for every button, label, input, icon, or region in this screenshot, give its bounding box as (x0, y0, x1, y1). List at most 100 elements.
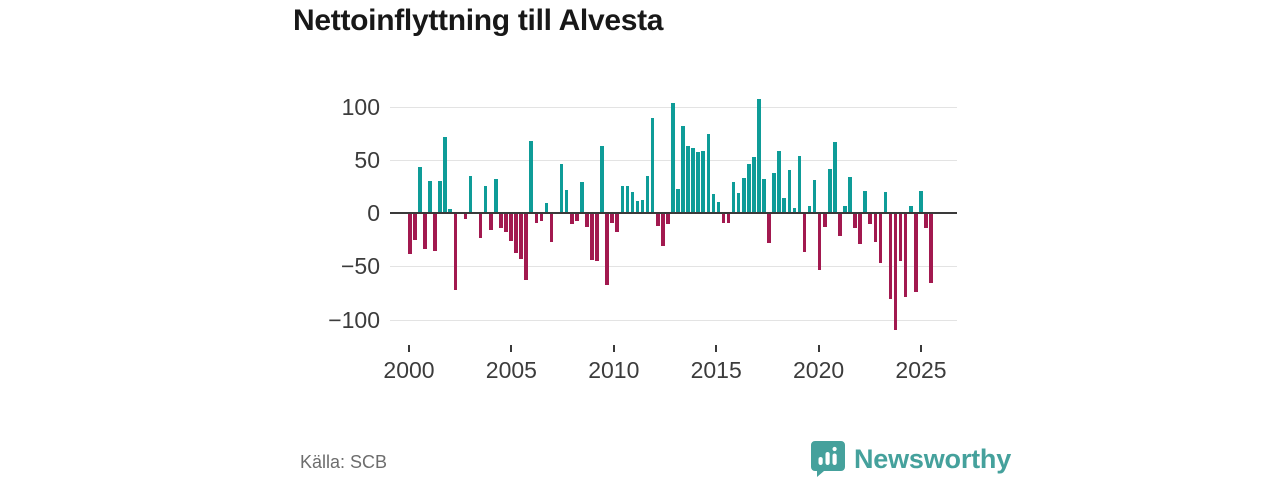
bar-2001-Q2 (433, 214, 437, 252)
bar-2002-Q2 (453, 214, 458, 290)
x-axis-label-2020: 2020 (793, 357, 845, 383)
bar-2019-Q1 (792, 207, 797, 212)
gridline--100 (390, 320, 957, 321)
bar-2025-Q4 (929, 214, 933, 284)
bar-2008-Q2 (574, 214, 579, 222)
bar-2021-Q3 (843, 205, 847, 212)
bar-2000-Q4 (423, 214, 427, 250)
bar-2003-Q4 (483, 186, 488, 212)
bar-2020-Q1 (812, 180, 817, 212)
bar-2025-Q2 (919, 190, 923, 212)
bar-2012-Q3 (661, 214, 665, 246)
bar-2025-Q3 (924, 214, 928, 228)
bar-2000-Q2 (413, 214, 417, 240)
bar-2006-Q2 (534, 214, 539, 223)
bar-2008-Q1 (569, 214, 574, 224)
bar-2025-Q1 (914, 214, 918, 292)
bar-2018-Q1 (772, 172, 776, 212)
bar-2022-Q4 (868, 214, 873, 224)
bar-2007-Q1 (549, 214, 554, 242)
bar-2001-Q4 (443, 137, 447, 212)
bar-2018-Q2 (777, 151, 781, 212)
bar-2023-Q1 (873, 214, 878, 242)
bar-2003-Q1 (468, 175, 473, 212)
bar-2024-Q4 (908, 205, 913, 212)
bar-2017-Q1 (752, 156, 756, 212)
bar-2024-Q1 (893, 214, 898, 331)
bar-2009-Q2 (595, 214, 599, 261)
bar-2012-Q2 (655, 214, 660, 226)
bar-2022-Q3 (863, 190, 867, 212)
bar-2005-Q1 (509, 214, 513, 241)
bar-2011-Q2 (635, 201, 640, 212)
y-axis-label-100: 100 (341, 94, 380, 120)
bar-2008-Q4 (585, 214, 589, 227)
bar-2010-Q4 (625, 186, 630, 212)
bar-2017-Q2 (757, 99, 761, 212)
bar-2023-Q4 (888, 214, 893, 300)
bar-2013-Q4 (686, 145, 690, 212)
bar-2013-Q2 (676, 188, 680, 212)
bar-2016-Q4 (747, 164, 751, 212)
bar-2006-Q4 (544, 203, 549, 212)
bar-2003-Q3 (478, 214, 483, 239)
bar-2014-Q1 (691, 148, 695, 212)
bar-2022-Q2 (858, 214, 862, 244)
y-axis-label--100: −100 (328, 307, 380, 333)
bar-2016-Q2 (736, 192, 741, 212)
bar-2010-Q3 (620, 186, 625, 212)
bar-2002-Q1 (448, 208, 453, 212)
bar-2018-Q4 (787, 170, 792, 212)
bar-2021-Q2 (838, 214, 842, 237)
bar-2022-Q1 (853, 214, 857, 228)
bar-2010-Q2 (615, 214, 620, 233)
bar-2012-Q1 (650, 118, 655, 212)
bar-2009-Q1 (590, 214, 594, 260)
newsworthy-logo-text: Newsworthy (854, 443, 1012, 474)
x-axis-label-2015: 2015 (690, 357, 742, 383)
bar-2018-Q3 (782, 198, 787, 212)
bar-2014-Q3 (701, 151, 706, 212)
bar-2023-Q2 (878, 214, 883, 263)
bar-2019-Q2 (797, 155, 802, 212)
bar-2024-Q2 (898, 214, 903, 261)
bar-2012-Q4 (666, 214, 670, 224)
bar-2016-Q1 (731, 182, 736, 212)
bar-2008-Q3 (580, 182, 584, 212)
bar-2017-Q3 (762, 178, 766, 212)
x-axis-tick-2010 (612, 345, 615, 352)
bar-2005-Q2 (514, 214, 518, 254)
bar-2020-Q3 (822, 214, 827, 227)
y-axis-label-50: 50 (354, 147, 380, 173)
x-axis-label-2000: 2000 (383, 357, 435, 383)
bar-2014-Q4 (706, 134, 711, 212)
bar-2013-Q3 (681, 125, 685, 212)
x-axis-tick-2015 (715, 345, 718, 352)
bar-2024-Q3 (903, 214, 908, 298)
bar-2011-Q3 (640, 200, 645, 212)
bar-2015-Q2 (716, 202, 721, 212)
bar-2011-Q4 (645, 175, 650, 212)
bar-2007-Q4 (564, 189, 569, 212)
bar-chart: 100 50 0 −50 −100 2000 2005 2010 2015 2020 2025 (328, 94, 957, 383)
bar-2010-Q1 (610, 214, 614, 223)
bar-2021-Q1 (833, 141, 837, 212)
bar-2015-Q4 (726, 214, 731, 223)
bar-2021-Q4 (848, 176, 852, 212)
newsworthy-logo[interactable]: Newsworthy (810, 440, 1011, 478)
bar-2023-Q3 (883, 191, 888, 212)
bar-2019-Q4 (807, 205, 812, 212)
bar-2009-Q3 (600, 145, 604, 212)
y-axis-label--50: −50 (340, 253, 380, 279)
bar-2013-Q1 (671, 103, 675, 212)
bar-2005-Q3 (519, 214, 523, 259)
chart-title: Nettoinflyttning till Alvesta (293, 4, 664, 37)
gridline--50 (390, 266, 957, 267)
x-axis-tick-2005 (510, 345, 513, 352)
bar-2006-Q1 (529, 140, 534, 212)
x-axis-label-2010: 2010 (588, 357, 640, 383)
x-axis-zero-line (390, 212, 957, 214)
bar-2005-Q4 (524, 214, 528, 281)
bar-2015-Q3 (721, 214, 726, 223)
